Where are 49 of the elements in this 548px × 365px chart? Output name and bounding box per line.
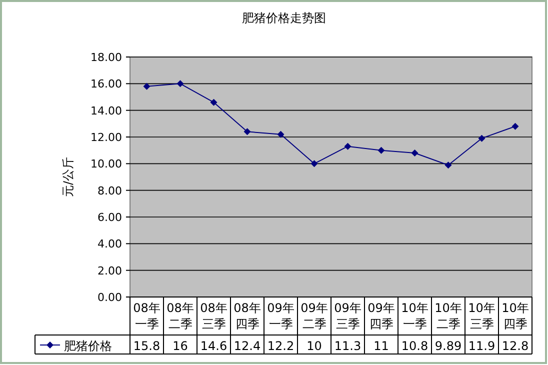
y-tick-label: 12.00 (90, 131, 122, 144)
x-tick-label: 09年三季 (334, 301, 362, 331)
y-tick-label: 10.00 (90, 158, 122, 171)
point (176, 80, 184, 88)
x-tick-label: 09年四季 (368, 301, 395, 331)
point (478, 134, 486, 142)
y-tick-label: 14.00 (90, 104, 122, 118)
y-tick-label: 6.00 (98, 211, 122, 224)
point (277, 130, 284, 138)
y-tick-label: 8.00 (98, 184, 122, 198)
data-label: 14.6 (200, 339, 228, 353)
data-label: 11 (374, 339, 389, 353)
data-label: 12.2 (267, 339, 294, 353)
legend-label: 肥猪价格 (64, 339, 112, 353)
data-label: 10.8 (401, 339, 428, 353)
point (344, 142, 352, 150)
y-tick-label: 2.00 (98, 264, 122, 278)
point (512, 122, 519, 130)
chart-title: 肥猪价格走势图 (242, 11, 326, 25)
data-label: 9.89 (434, 339, 462, 353)
y-tick-label: 0.00 (98, 291, 122, 304)
x-tick-label: 10年四季 (502, 301, 529, 331)
y-tick-label: 4.00 (98, 238, 122, 251)
point (378, 146, 385, 154)
data-label: 12.8 (502, 339, 529, 353)
x-tick-label: 09年二季 (300, 301, 328, 331)
x-tick-label: 09年一季 (267, 301, 294, 331)
point (444, 162, 452, 169)
point (411, 150, 418, 156)
point (143, 82, 150, 90)
data-label: 15.8 (133, 339, 160, 353)
data-label: 12.4 (234, 339, 261, 353)
point (244, 128, 251, 136)
point (310, 160, 318, 168)
x-tick-label: 08年四季 (234, 301, 261, 331)
x-tick-label: 08年三季 (200, 301, 228, 331)
point (210, 98, 218, 106)
y-axis-title: 元/公斤 (61, 156, 75, 198)
y-tick-label: 18.00 (90, 51, 122, 64)
data-label: 11.9 (468, 339, 496, 353)
y-tick-label: 16.00 (90, 78, 122, 91)
data-label: 11.3 (334, 339, 362, 353)
x-tick-label: 08年二季 (166, 301, 194, 331)
x-tick-label: 10年三季 (468, 301, 496, 331)
x-tick-label: 08年一季 (133, 301, 160, 331)
data-label: 16 (172, 339, 188, 353)
data-label: 10 (306, 339, 322, 353)
x-tick-label: 10年二季 (434, 301, 462, 331)
x-tick-label: 10年一季 (401, 301, 428, 331)
